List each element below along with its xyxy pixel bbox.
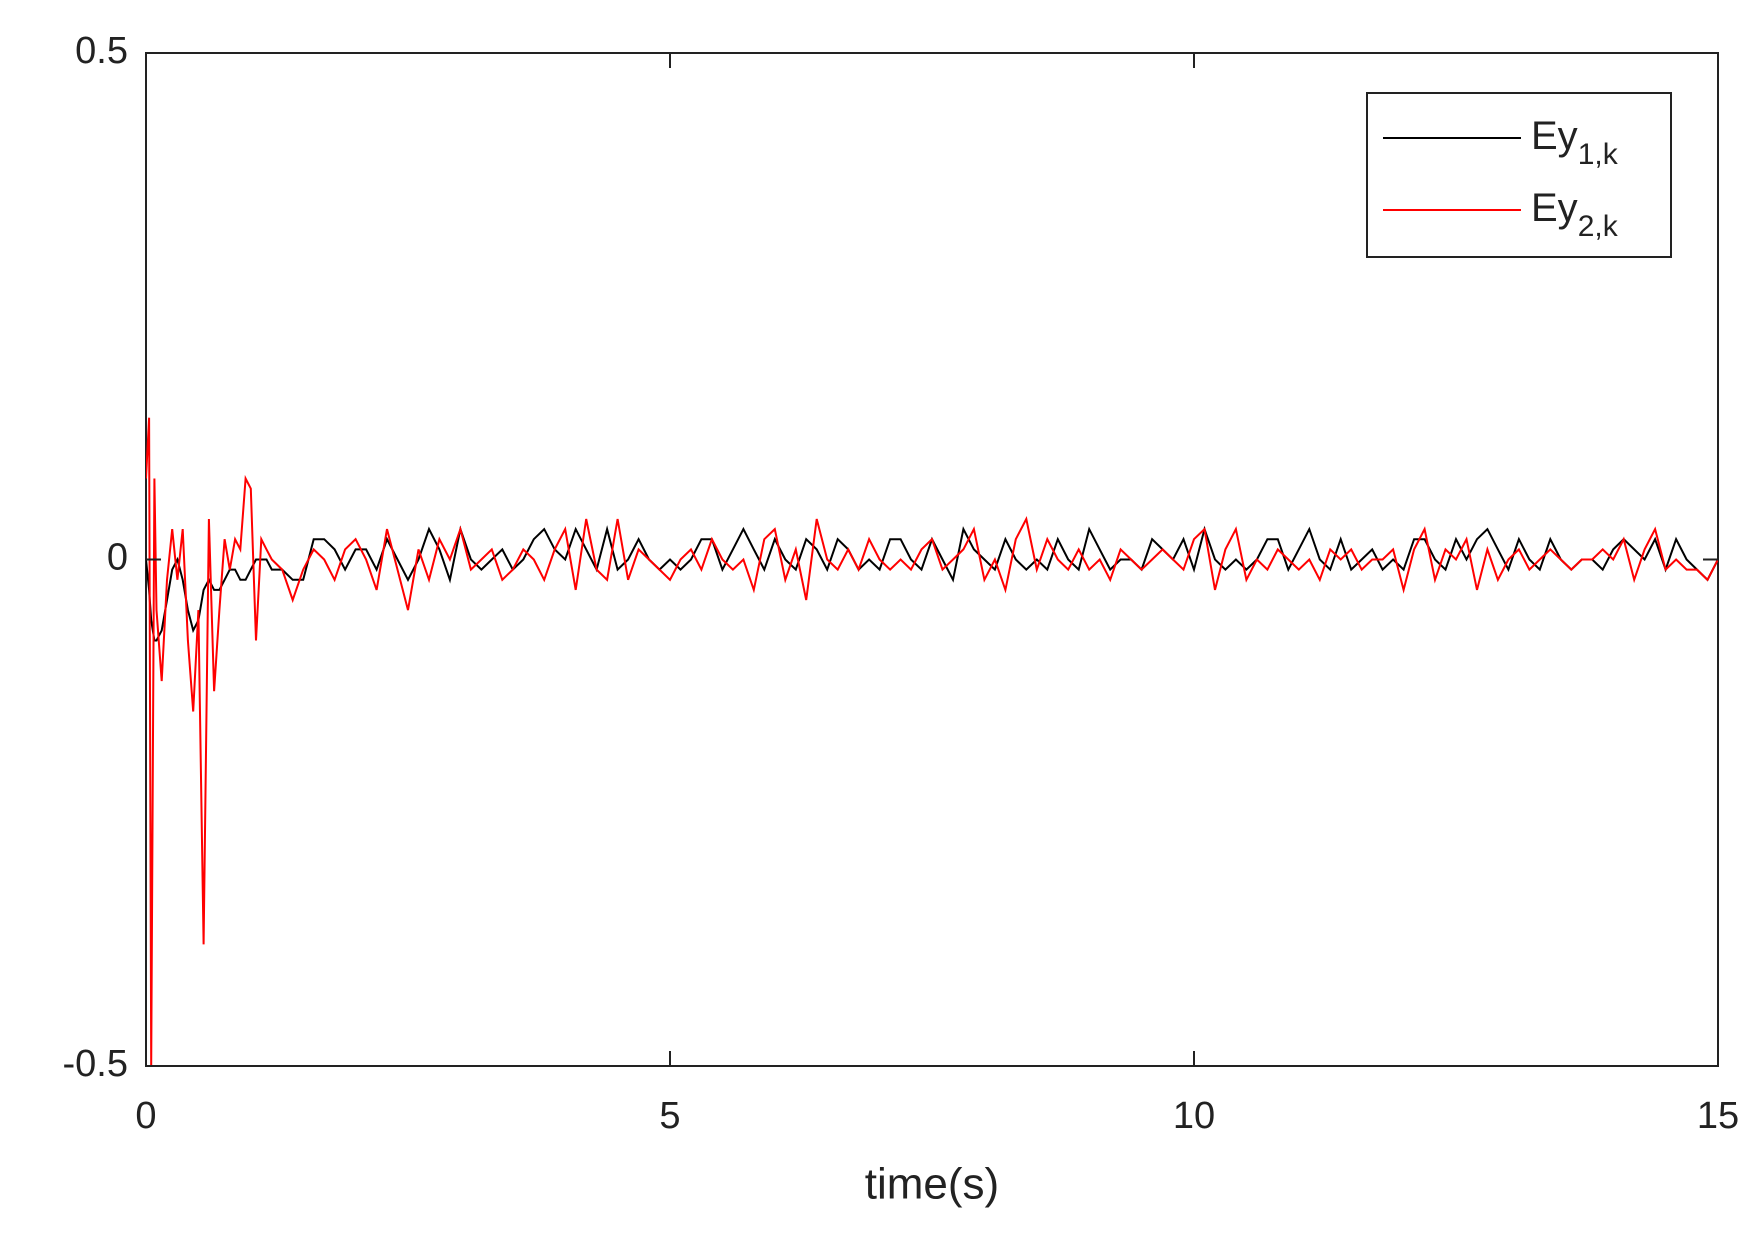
- legend-subscript: 2,k: [1578, 210, 1619, 243]
- legend-name: Ey: [1531, 114, 1578, 158]
- y-tick-label: 0: [107, 537, 128, 579]
- legend-box: [1366, 92, 1672, 258]
- legend-label: Ey1,k: [1531, 114, 1619, 171]
- x-tick-label: 0: [135, 1095, 156, 1137]
- plot-lines: [146, 417, 1718, 1066]
- legend-label: Ey2,k: [1531, 186, 1619, 243]
- y-tick-label: -0.5: [63, 1043, 128, 1085]
- legend-name: Ey: [1531, 186, 1578, 230]
- x-tick-label: 10: [1173, 1095, 1215, 1137]
- x-axis-label: time(s): [865, 1160, 999, 1209]
- x-tick-label: 15: [1697, 1095, 1739, 1137]
- series-line: [146, 417, 1718, 1066]
- legend-subscript: 1,k: [1578, 138, 1619, 171]
- y-tick-label: 0.5: [75, 30, 128, 72]
- x-tick-label: 5: [659, 1095, 680, 1137]
